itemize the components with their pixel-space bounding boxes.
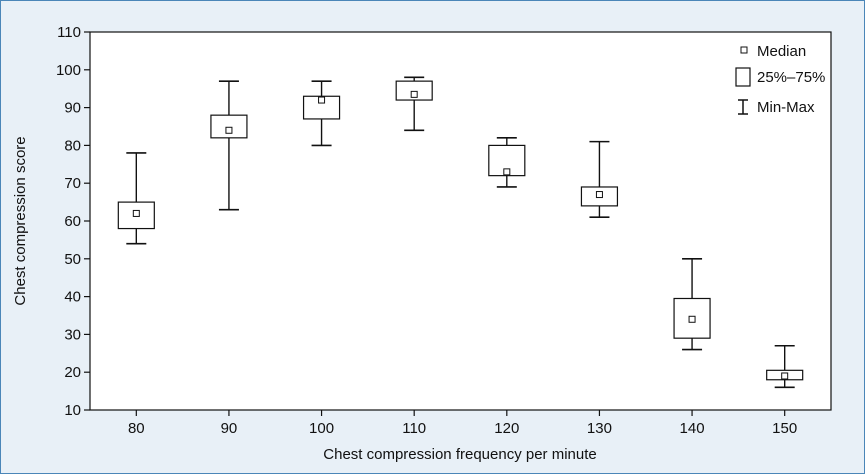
box-group <box>580 140 619 219</box>
median-marker <box>595 191 603 199</box>
x-axis: 80 90 100 110 120 130 140 150 <box>128 410 797 437</box>
y-tick-label: 90 <box>64 100 81 117</box>
y-tick-label: 20 <box>64 364 81 381</box>
plot-area <box>89 31 832 411</box>
y-axis: 10 20 30 40 50 60 70 80 90 100 110 <box>56 24 90 419</box>
median-marker <box>132 209 140 217</box>
x-tick-label: 130 <box>587 420 612 437</box>
x-tick-label: 90 <box>221 420 238 437</box>
y-tick-label: 60 <box>64 213 81 230</box>
median-marker <box>410 90 418 98</box>
y-tick-label: 40 <box>64 289 81 306</box>
iqr-box <box>302 95 341 120</box>
boxes-layer <box>117 76 804 389</box>
legend-minmax-marker <box>738 99 748 115</box>
legend-item-iqr: 25%–75% <box>735 67 825 87</box>
legend-minmax-label: Min-Max <box>757 99 815 116</box>
box-group <box>766 344 804 389</box>
x-tick-label: 80 <box>128 420 145 437</box>
y-tick-label: 10 <box>64 402 81 419</box>
x-tick-label: 120 <box>494 420 519 437</box>
box-group <box>117 152 155 245</box>
box-group <box>488 137 526 188</box>
x-axis-title: Chest compression frequency per minute <box>323 446 596 463</box>
median-marker <box>503 168 511 176</box>
legend: Median 25%–75% Min-Max <box>735 43 825 116</box>
y-tick-label: 50 <box>64 251 81 268</box>
legend-median-label: Median <box>757 43 806 60</box>
median-marker <box>781 372 789 380</box>
box-group <box>395 76 433 132</box>
median-marker <box>318 96 326 104</box>
median-marker <box>688 315 696 323</box>
median-marker <box>225 126 233 134</box>
y-tick-label: 100 <box>56 62 81 79</box>
iqr-box <box>210 114 248 139</box>
x-tick-label: 110 <box>402 420 426 437</box>
legend-item-median: Median <box>740 43 806 60</box>
box-group <box>210 80 248 211</box>
x-tick-label: 140 <box>680 420 705 437</box>
legend-item-minmax: Min-Max <box>738 99 815 116</box>
legend-median-marker <box>740 46 748 54</box>
y-tick-label: 30 <box>64 326 81 343</box>
box-group <box>302 80 341 147</box>
legend-iqr-marker <box>735 67 751 87</box>
y-tick-label: 110 <box>57 24 81 41</box>
y-tick-label: 80 <box>64 137 81 154</box>
iqr-box <box>395 80 433 101</box>
x-tick-label: 150 <box>772 420 797 437</box>
legend-iqr-label: 25%–75% <box>757 69 825 86</box>
x-tick-label: 100 <box>309 420 334 437</box>
y-axis-title: Chest compression score <box>12 136 29 305</box>
box-group <box>673 257 711 351</box>
y-tick-label: 70 <box>64 175 81 192</box>
